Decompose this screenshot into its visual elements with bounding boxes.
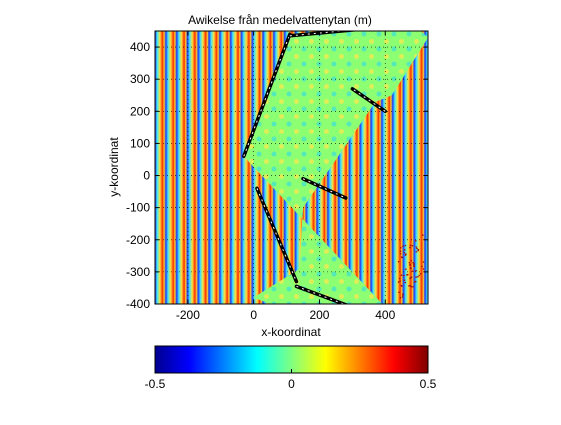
- noise-dot: [401, 296, 404, 298]
- plot-area: [155, 31, 428, 304]
- noise-dot: [410, 277, 412, 279]
- noise-dot: [401, 285, 403, 287]
- breakwater-highlight: [352, 88, 386, 112]
- colorbar-ticks: -0.5 0 0.5: [145, 369, 437, 391]
- chart-title: Awikelse från medelvattenytan (m): [188, 13, 372, 27]
- x-tick-label: 200: [309, 308, 329, 322]
- y-tick-label: 200: [130, 104, 150, 118]
- noise-dot: [415, 246, 418, 248]
- noise-dots: [397, 234, 425, 299]
- noise-dot: [417, 249, 419, 252]
- noise-dot: [415, 251, 418, 253]
- noise-dot: [409, 246, 411, 249]
- noise-dot: [416, 247, 418, 250]
- noise-dot: [404, 254, 407, 256]
- x-tick-label: -200: [176, 308, 200, 322]
- x-tick-label: 400: [375, 308, 395, 322]
- noise-dot: [405, 268, 407, 271]
- y-tick-label: -400: [126, 297, 150, 311]
- y-tick-label: 300: [130, 72, 150, 86]
- breakwater: [288, 31, 361, 38]
- noise-dot: [410, 259, 413, 262]
- y-tick-label: 400: [130, 40, 150, 54]
- colorbar-tick-label: -0.5: [145, 377, 166, 391]
- noise-dot: [414, 281, 416, 283]
- breakwater-highlight: [243, 34, 291, 157]
- y-tick-label: 0: [143, 169, 150, 183]
- y-tick-label: -100: [126, 201, 150, 215]
- noise-dot: [399, 280, 401, 282]
- noise-dot: [398, 277, 401, 280]
- colorbar-tick-label: 0.5: [420, 377, 437, 391]
- harbour-basin: [243, 31, 428, 304]
- noise-dot: [398, 291, 400, 294]
- noise-dot: [408, 285, 410, 287]
- noise-dot: [417, 276, 419, 278]
- noise-dot: [410, 285, 413, 288]
- noise-dot: [403, 249, 406, 251]
- noise-dot: [418, 274, 421, 277]
- breakwater-highlight: [256, 188, 297, 282]
- noise-dot: [397, 260, 400, 263]
- noise-dot: [415, 270, 417, 272]
- breakwater-highlight: [302, 178, 346, 199]
- noise-dot: [397, 281, 400, 283]
- noise-dot: [402, 294, 404, 296]
- plot-frame: [154, 30, 429, 305]
- noise-dot: [413, 262, 415, 264]
- noise-dot: [399, 250, 402, 253]
- noise-dot: [415, 276, 417, 278]
- colorbar-tick-label: 0: [288, 377, 295, 391]
- noise-dot: [399, 253, 402, 255]
- colorbar: [154, 345, 429, 374]
- noise-dot: [409, 244, 412, 247]
- noise-dot: [419, 273, 422, 275]
- noise-dot: [409, 264, 411, 267]
- x-tick-label: 0: [250, 308, 257, 322]
- noise-dot: [412, 285, 414, 288]
- noise-dot: [403, 279, 406, 282]
- noise-dot: [410, 267, 412, 270]
- noise-dot: [404, 244, 407, 247]
- noise-dot: [404, 281, 407, 284]
- y-tick-label: -200: [126, 233, 150, 247]
- noise-dot: [422, 268, 425, 270]
- noise-dot: [415, 240, 417, 242]
- noise-dot: [399, 297, 402, 299]
- noise-dot: [400, 247, 402, 249]
- noise-dot: [411, 244, 414, 247]
- noise-dot: [409, 284, 412, 287]
- noise-dot: [403, 252, 406, 254]
- y-tick-label: -300: [126, 265, 150, 279]
- noise-dot: [421, 265, 423, 268]
- y-axis-label: y-koordinat: [107, 137, 121, 197]
- x-axis-label: x-koordinat: [261, 325, 321, 339]
- noise-dot: [422, 261, 425, 263]
- noise-dot: [406, 274, 408, 276]
- noise-dot: [403, 274, 405, 277]
- noise-dot: [412, 270, 414, 273]
- noise-dot: [422, 234, 424, 236]
- noise-dot: [413, 265, 416, 268]
- noise-dot: [400, 256, 403, 258]
- y-axis-ticks: 400 300 200 100 0 -100 -200 -300 -400: [126, 40, 428, 311]
- noise-dot: [413, 263, 415, 266]
- x-axis-ticks: -200 0 200 400: [176, 31, 396, 322]
- noise-dot: [402, 245, 404, 247]
- noise-dot: [400, 274, 403, 277]
- y-tick-label: 100: [130, 136, 150, 150]
- noise-dot: [408, 262, 411, 264]
